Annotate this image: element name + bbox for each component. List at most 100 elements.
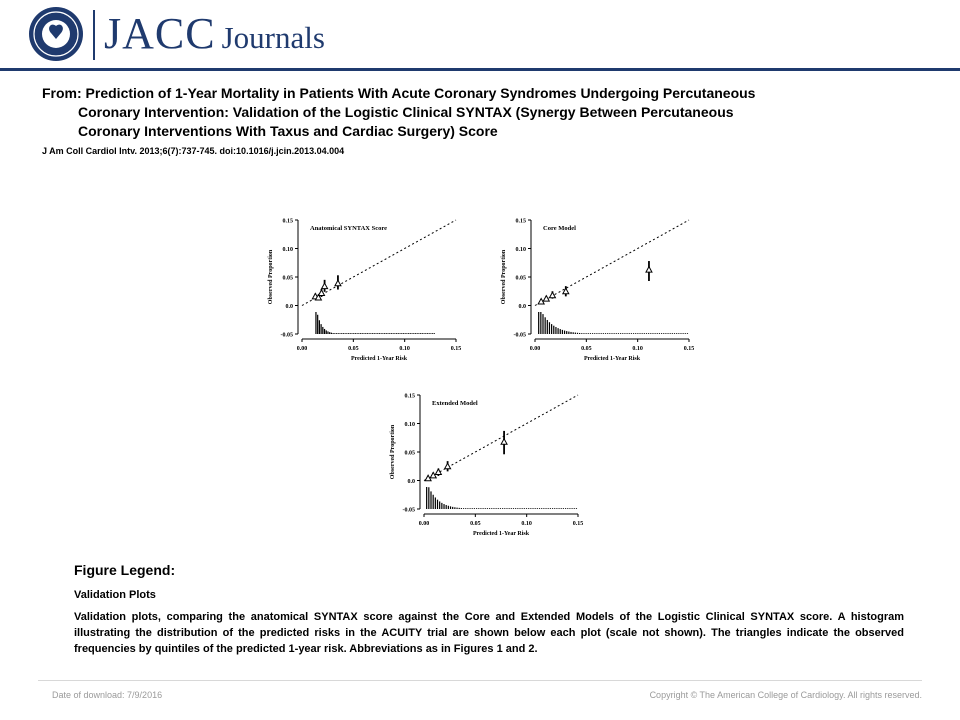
histogram-bar bbox=[404, 333, 406, 334]
histogram-bar bbox=[591, 333, 594, 334]
histogram-bar bbox=[632, 333, 635, 334]
histogram-bar bbox=[542, 314, 544, 334]
histogram-bar bbox=[534, 508, 536, 509]
histogram-bar bbox=[504, 508, 506, 509]
figure-legend-heading: Figure Legend: bbox=[74, 562, 176, 578]
histogram-bar bbox=[432, 494, 434, 509]
histogram-bar bbox=[573, 508, 575, 509]
histogram-bar bbox=[566, 331, 568, 334]
panel-title: Core Model bbox=[543, 225, 576, 232]
chart-extended-model: -0.05 0.0 0.05 0.10 0.15 0.00 0.05 0.10 0.15 Pred… bbox=[390, 394, 583, 538]
histogram-bar bbox=[648, 333, 650, 334]
data-point-triangle bbox=[424, 474, 432, 482]
histogram-bar bbox=[428, 487, 430, 509]
histogram-bar bbox=[630, 333, 632, 334]
histogram-bar bbox=[342, 333, 345, 334]
histogram-bar bbox=[425, 333, 427, 334]
histogram-bar bbox=[571, 508, 573, 509]
y-tick-label: 0.10 bbox=[516, 247, 527, 253]
x-axis-label: Predicted 1-Year Risk bbox=[473, 531, 530, 537]
data-point-triangle bbox=[429, 471, 438, 479]
x-tick-label: 0.05 bbox=[348, 346, 359, 352]
x-tick-label: 0.10 bbox=[632, 346, 643, 352]
histogram-bar bbox=[528, 508, 530, 509]
histogram-bar bbox=[594, 333, 596, 334]
histogram-bar bbox=[353, 333, 355, 334]
data-point-triangle bbox=[561, 287, 570, 295]
histogram-bar bbox=[480, 508, 482, 509]
histogram-bar bbox=[325, 330, 327, 334]
college-seal-icon bbox=[29, 7, 83, 61]
histogram-bar bbox=[585, 333, 587, 334]
histogram-bar bbox=[351, 333, 353, 334]
histogram-bar bbox=[428, 333, 430, 334]
histogram-bar bbox=[499, 508, 502, 509]
histogram-bar bbox=[556, 508, 558, 509]
histogram-bar bbox=[375, 333, 377, 334]
histogram-bar bbox=[562, 508, 565, 509]
histogram-bar bbox=[454, 507, 456, 509]
histogram-bar bbox=[572, 332, 574, 334]
y-tick-label: 0.05 bbox=[405, 451, 416, 457]
histogram-bar bbox=[495, 508, 497, 509]
x-axis-label: Predicted 1-Year Risk bbox=[584, 356, 641, 362]
histogram-bar bbox=[581, 333, 583, 334]
histogram-bar bbox=[553, 325, 555, 334]
histogram-bar bbox=[377, 333, 379, 334]
histogram-bar bbox=[624, 333, 626, 334]
histogram-bar bbox=[399, 333, 401, 334]
histogram-bar bbox=[329, 332, 331, 334]
y-tick-label: -0.05 bbox=[514, 333, 527, 339]
data-point-triangle bbox=[500, 437, 508, 445]
histogram-bar bbox=[341, 333, 343, 334]
data-point-triangle bbox=[443, 462, 452, 470]
histogram-bar bbox=[423, 333, 425, 334]
histogram-bar bbox=[332, 333, 334, 334]
histogram-bar bbox=[547, 508, 549, 509]
histogram-bar bbox=[686, 333, 689, 334]
histogram-bar bbox=[497, 508, 499, 509]
histogram-bar bbox=[347, 333, 350, 334]
histogram-bar bbox=[641, 333, 643, 334]
histogram-bar bbox=[402, 333, 405, 334]
histogram-bar bbox=[615, 333, 617, 334]
title-line-1: From: Prediction of 1-Year Mortality in … bbox=[42, 85, 756, 101]
histogram-bar bbox=[658, 333, 661, 334]
histogram-bar bbox=[654, 333, 656, 334]
histogram-bar bbox=[335, 333, 338, 334]
journal-brand[interactable]: JACC Journals bbox=[104, 8, 325, 59]
histogram-bar bbox=[449, 506, 452, 509]
histogram-bar bbox=[676, 333, 678, 334]
x-axis-label: Predicted 1-Year Risk bbox=[351, 356, 408, 362]
histogram-bar bbox=[667, 333, 669, 334]
article-title: From: Prediction of 1-Year Mortality in … bbox=[42, 84, 922, 141]
histogram-bar bbox=[538, 508, 541, 509]
histogram-bar bbox=[575, 508, 578, 509]
histogram-bar bbox=[389, 333, 391, 334]
download-date: Date of download: 7/9/2016 bbox=[52, 690, 163, 700]
histogram-bar bbox=[558, 508, 560, 509]
histogram-bar bbox=[315, 312, 317, 334]
histogram-bar bbox=[397, 333, 399, 334]
y-tick-label: 0.15 bbox=[516, 219, 527, 225]
brand-main: JACC bbox=[104, 9, 216, 58]
histogram-bar bbox=[475, 508, 478, 509]
histogram-bar bbox=[671, 333, 673, 334]
histogram-bar bbox=[536, 508, 538, 509]
histogram-bar bbox=[395, 333, 398, 334]
y-tick-label: 0.05 bbox=[283, 276, 294, 282]
histogram-bar bbox=[600, 333, 602, 334]
x-tick-label: 0.05 bbox=[470, 521, 481, 527]
article-citation[interactable]: J Am Coll Cardiol Intv. 2013;6(7):737-74… bbox=[42, 146, 345, 156]
histogram-bar bbox=[682, 333, 684, 334]
histogram-bar bbox=[344, 333, 346, 334]
histogram-bar bbox=[469, 508, 471, 509]
histogram-bar bbox=[515, 508, 517, 509]
histogram-bar bbox=[441, 502, 443, 509]
title-line-3: Coronary Interventions With Taxus and Ca… bbox=[78, 123, 498, 139]
histogram-bar bbox=[652, 333, 654, 334]
histogram-bar bbox=[628, 333, 630, 334]
histogram-bar bbox=[456, 507, 458, 509]
y-tick-label: 0.0 bbox=[408, 479, 416, 485]
histogram-bar bbox=[366, 333, 369, 334]
